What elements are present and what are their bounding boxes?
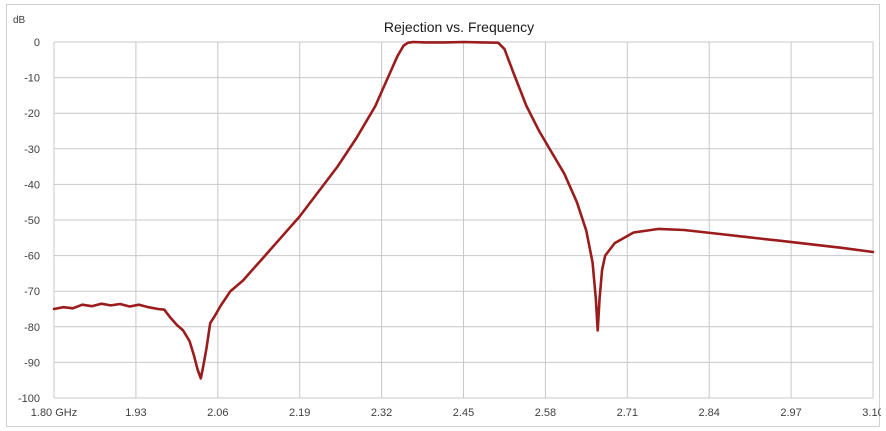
x-tick-label: 3.10 [862,407,881,419]
x-tick-label: 2.32 [371,407,392,419]
grid-lines [53,41,874,399]
y-tick-label: 0 [34,37,40,49]
rejection-chart: 1.80 GHz 1.93 2.06 2.19 2.32 2.45 2.58 2.71 2.84… [13,15,881,419]
chart-title: Rejection vs. Frequency [384,19,534,35]
series-line-0 [52,40,875,380]
x-tick-label: 2.84 [698,407,719,419]
y-tick-label: -10 [24,73,40,85]
y-tick-label: -100 [18,393,40,405]
x-tick-label: 2.06 [207,407,228,419]
y-tick-label: -40 [24,179,40,191]
y-tick-label: -60 [24,251,40,263]
y-tick-label: -70 [24,286,40,298]
y-axis-unit-label: dB [13,15,26,26]
axis-labels: 1.80 GHz 1.93 2.06 2.19 2.32 2.45 2.58 2.71 2.84… [18,37,881,419]
y-tick-label: -80 [24,322,40,334]
x-tick-label: 1.80 GHz [31,407,77,419]
x-tick-label: 2.71 [617,407,638,419]
x-tick-label: 2.19 [289,407,310,419]
chart-frame: 1.80 GHz 1.93 2.06 2.19 2.32 2.45 2.58 2.71 2.84… [6,4,881,427]
x-tick-label: 2.58 [535,407,556,419]
x-tick-label: 1.93 [125,407,146,419]
y-tick-label: -90 [24,357,40,369]
x-tick-label: 2.97 [780,407,801,419]
y-tick-label: -30 [24,144,40,156]
y-tick-label: -20 [24,108,40,120]
x-tick-label: 2.45 [453,407,474,419]
y-tick-label: -50 [24,215,40,227]
series-layer [52,40,875,380]
